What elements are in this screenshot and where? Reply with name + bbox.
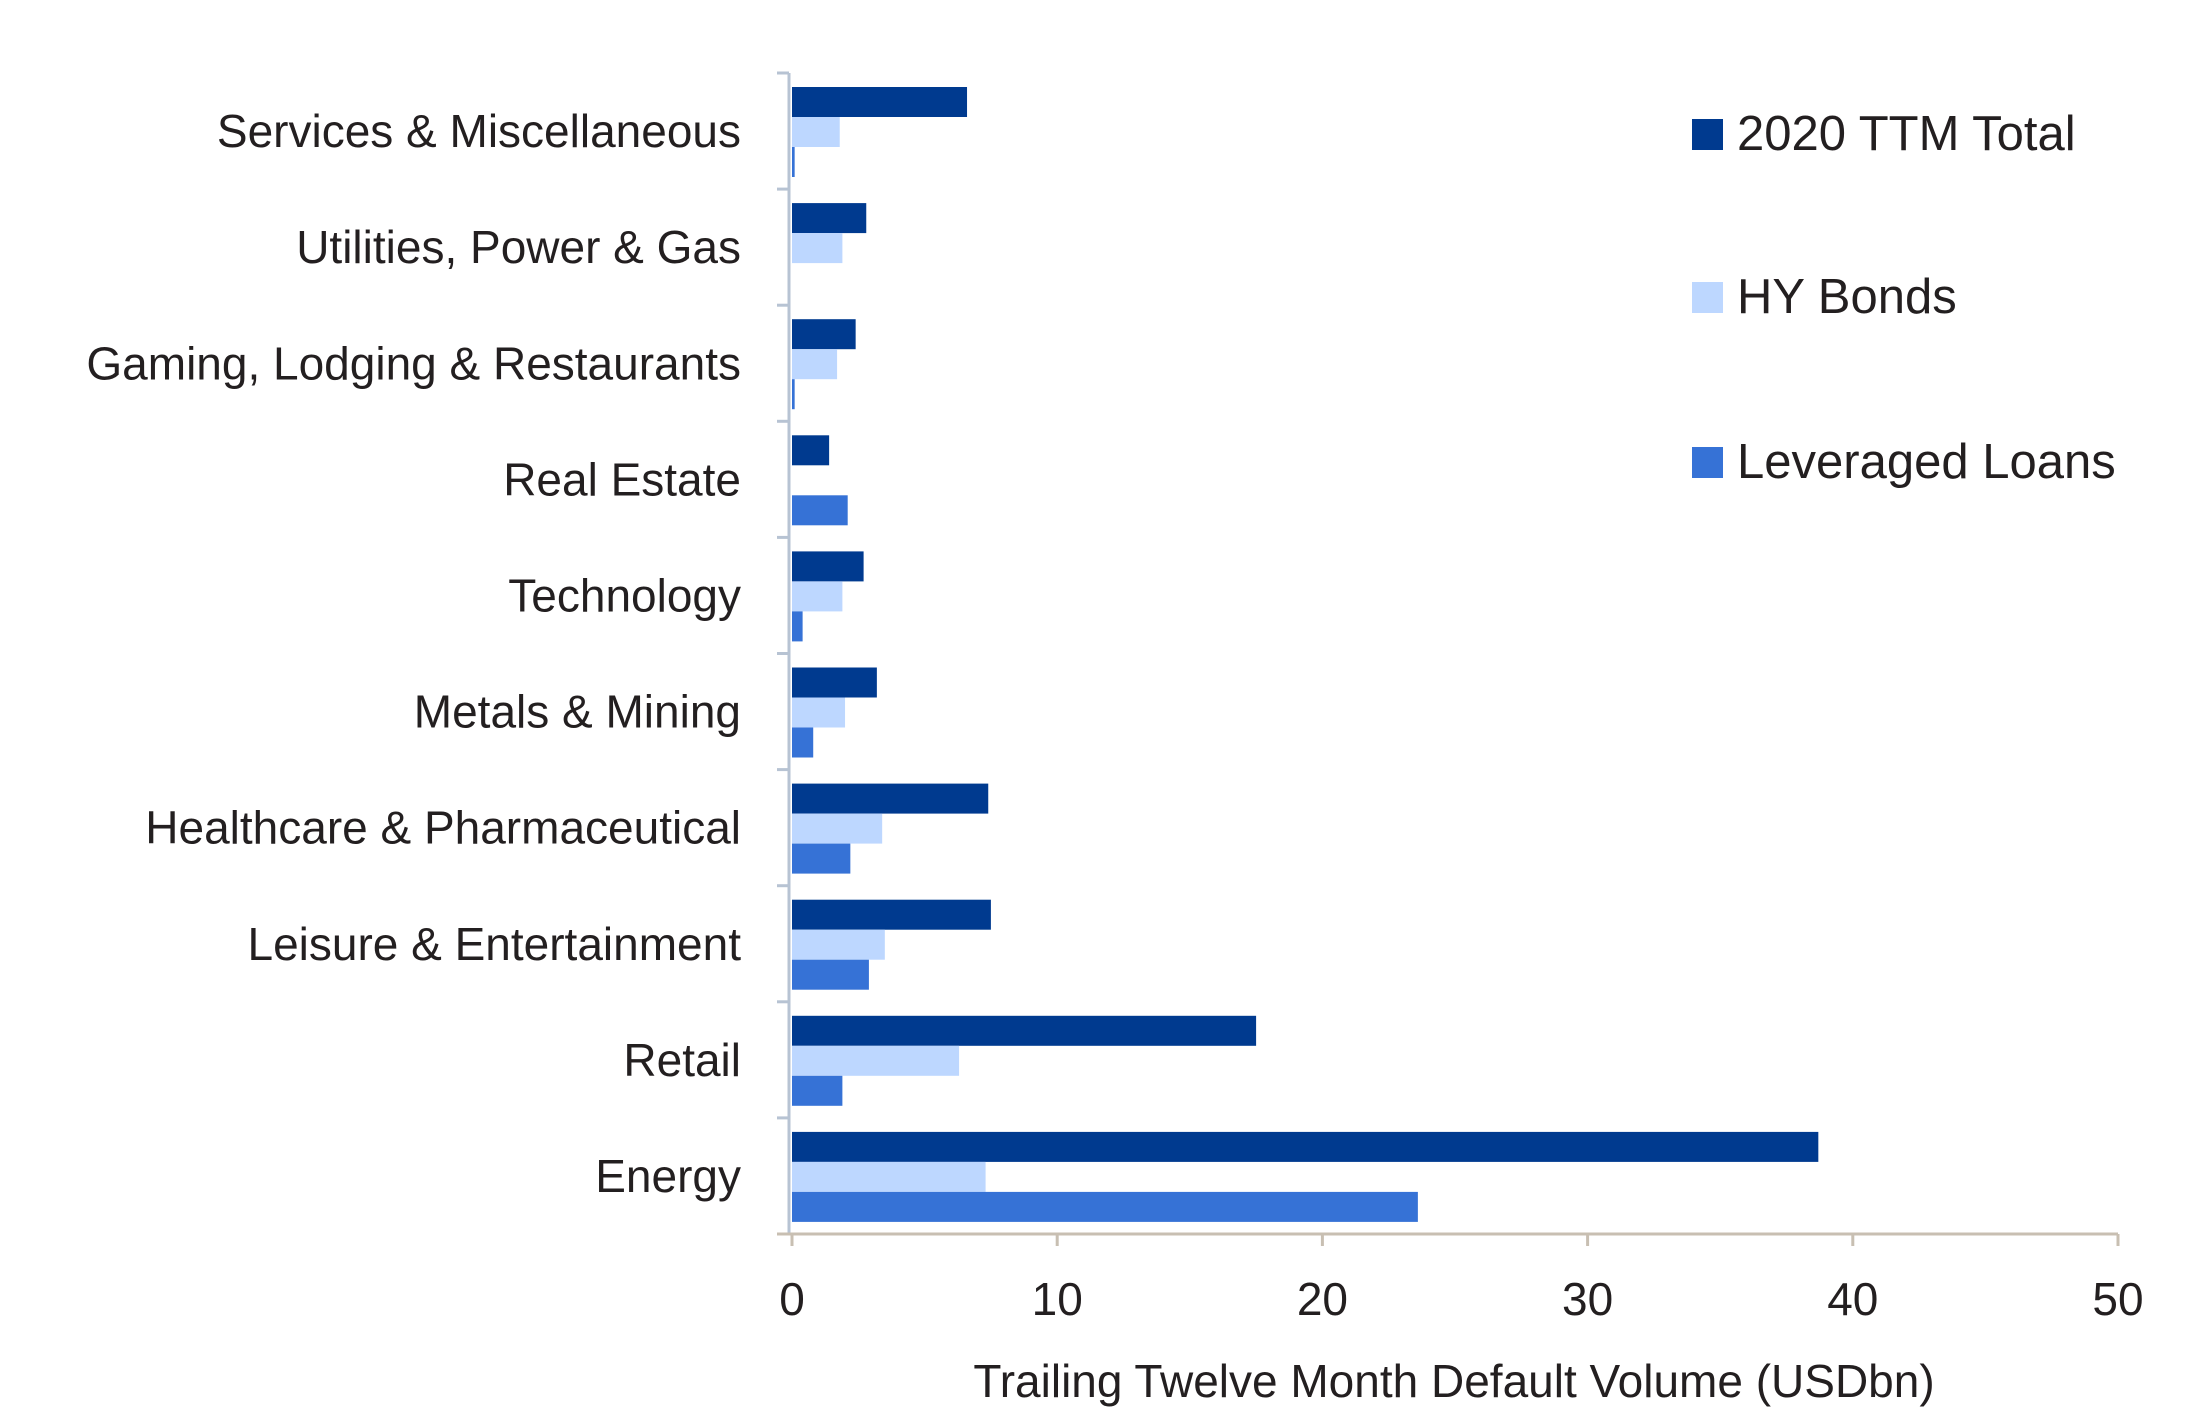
category-label-metals-mining: Metals & Mining (414, 686, 741, 738)
legend-label-2020-ttm-total: 2020 TTM Total (1737, 107, 2076, 161)
bar-leveraged-loans-retail (792, 1075, 843, 1106)
legend: 2020 TTM Total HY Bonds Leveraged Loans (1692, 107, 2116, 489)
category-label-real-estate: Real Estate (503, 453, 741, 505)
category-label-services-miscellaneous: Services & Miscellaneous (217, 105, 741, 157)
bar-leveraged-loans-technology (792, 611, 803, 642)
x-tick-label-30: 30 (1562, 1273, 1613, 1325)
x-tick-labels: 0 10 20 30 40 50 (779, 1273, 2143, 1325)
bar-2020-ttm-total-retail (792, 1015, 1257, 1046)
bar-2020-ttm-total-healthcare-pharmaceutical (792, 783, 989, 814)
legend-swatch-2020-ttm-total (1692, 119, 1723, 150)
bar-2020-ttm-total-gaming-lodging-restaurants (792, 319, 856, 350)
category-labels: Services & Miscellaneous Utilities, Power… (86, 105, 741, 1202)
category-label-gaming-lodging-restaurants: Gaming, Lodging & Restaurants (86, 337, 741, 389)
x-tick-label-10: 10 (1032, 1273, 1083, 1325)
category-label-leisure-entertainment: Leisure & Entertainment (248, 918, 742, 970)
legend-swatch-leveraged-loans (1692, 447, 1723, 478)
category-label-energy: Energy (595, 1150, 741, 1202)
bar-leveraged-loans-energy (792, 1191, 1418, 1222)
bar-leveraged-loans-metals-mining (792, 727, 814, 758)
x-tick-label-0: 0 (779, 1273, 805, 1325)
x-axis-title: Trailing Twelve Month Default Volume (US… (973, 1355, 1934, 1407)
legend-swatch-hy-bonds (1692, 282, 1723, 313)
bar-hy-bonds-services-miscellaneous (792, 117, 840, 147)
bar-leveraged-loans-leisure-entertainment (792, 959, 869, 990)
bar-hy-bonds-metals-mining (792, 697, 846, 728)
bar-2020-ttm-total-real-estate (792, 435, 830, 466)
x-tick-label-20: 20 (1297, 1273, 1348, 1325)
bar-hy-bonds-technology (792, 581, 843, 612)
legend-item-hy-bonds: HY Bonds (1692, 270, 1957, 324)
y-axis (777, 71, 791, 1236)
x-tick-label-50: 50 (2092, 1273, 2143, 1325)
legend-item-2020-ttm-total: 2020 TTM Total (1692, 107, 2076, 161)
category-label-healthcare-pharmaceutical: Healthcare & Pharmaceutical (145, 802, 741, 854)
bar-hy-bonds-retail (792, 1045, 960, 1076)
bar-2020-ttm-total-energy (792, 1131, 1819, 1162)
legend-item-leveraged-loans: Leveraged Loans (1692, 435, 2116, 489)
bars-group (792, 87, 1819, 1222)
x-tick-label-40: 40 (1827, 1273, 1878, 1325)
category-label-utilities-power-gas: Utilities, Power & Gas (296, 221, 741, 273)
bar-leveraged-loans-real-estate (792, 495, 848, 526)
bar-hy-bonds-energy (792, 1161, 986, 1192)
x-axis (777, 1232, 2120, 1246)
bar-2020-ttm-total-services-miscellaneous (792, 87, 968, 117)
legend-label-leveraged-loans: Leveraged Loans (1737, 435, 2116, 489)
bar-leveraged-loans-services-miscellaneous (792, 147, 795, 177)
bar-2020-ttm-total-utilities-power-gas (792, 203, 867, 234)
bar-leveraged-loans-gaming-lodging-restaurants (792, 379, 795, 410)
bar-2020-ttm-total-metals-mining (792, 667, 877, 698)
category-label-retail: Retail (623, 1034, 741, 1086)
category-label-technology: Technology (508, 569, 741, 621)
bar-2020-ttm-total-leisure-entertainment (792, 899, 991, 930)
bar-hy-bonds-leisure-entertainment (792, 929, 885, 960)
bar-hy-bonds-healthcare-pharmaceutical (792, 813, 883, 844)
bar-hy-bonds-gaming-lodging-restaurants (792, 349, 838, 380)
bar-leveraged-loans-healthcare-pharmaceutical (792, 843, 851, 874)
legend-label-hy-bonds: HY Bonds (1737, 270, 1957, 324)
bar-hy-bonds-utilities-power-gas (792, 233, 843, 264)
bar-2020-ttm-total-technology (792, 551, 864, 582)
